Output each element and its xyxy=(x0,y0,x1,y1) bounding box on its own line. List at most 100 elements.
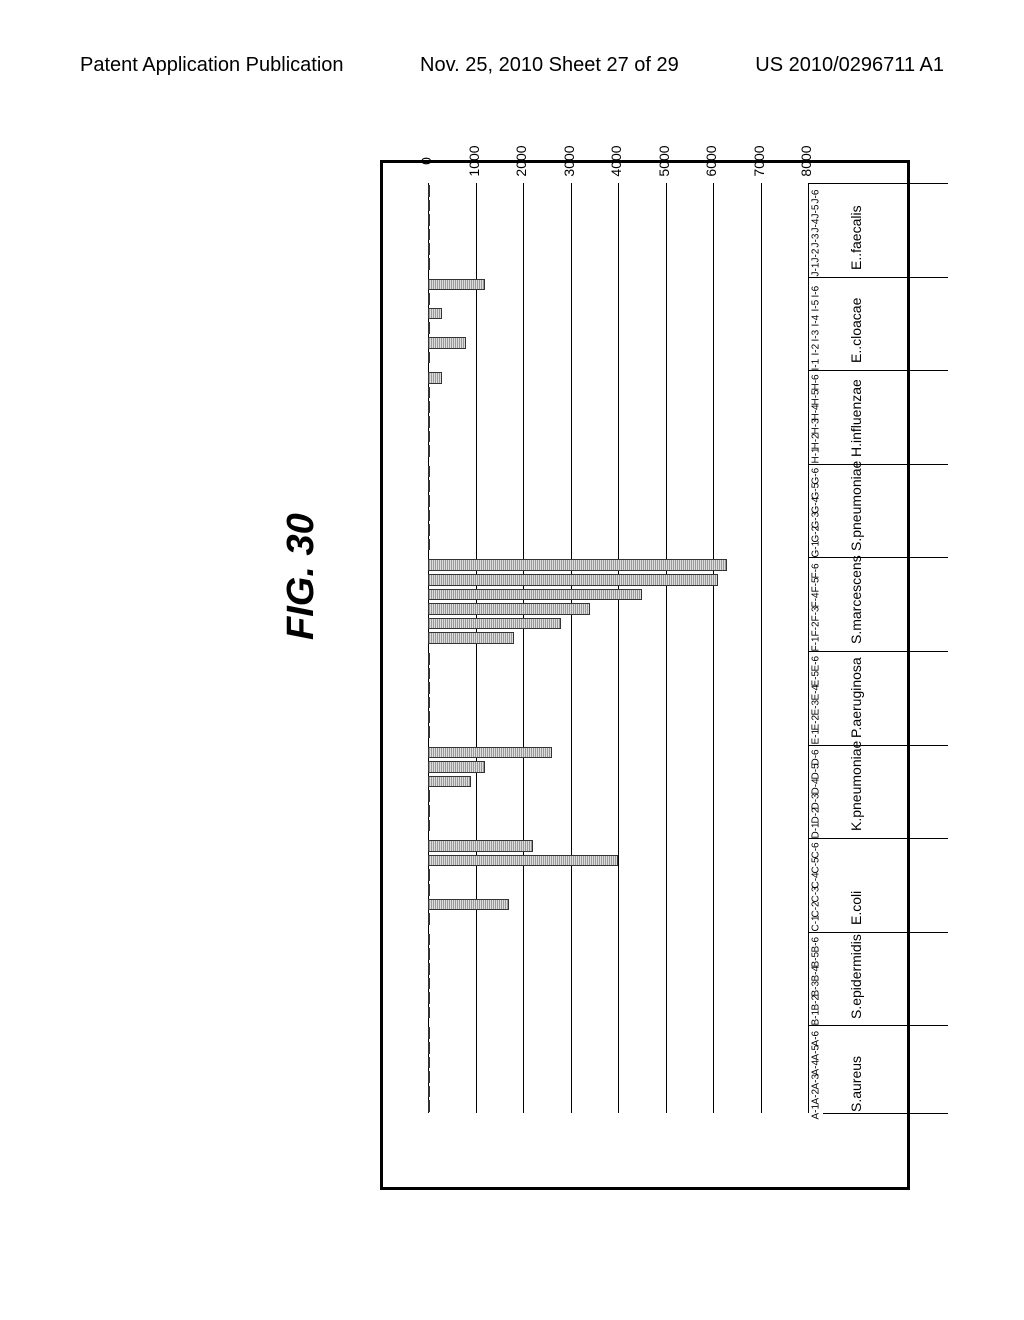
category-label: E..faecalis xyxy=(848,170,864,270)
bar xyxy=(428,618,561,630)
bar xyxy=(428,668,430,680)
bar xyxy=(428,243,430,255)
bar xyxy=(428,992,430,1004)
chart-frame: 010002000300040005000600070008000A-1A-2A… xyxy=(380,160,910,1190)
category-label: S.pneumoniae xyxy=(848,451,864,551)
gridline xyxy=(666,183,667,1113)
category-separator xyxy=(823,745,948,746)
category-label: H.influenzae xyxy=(848,357,864,457)
category-separator xyxy=(823,370,948,371)
bar xyxy=(428,761,485,773)
bar xyxy=(428,884,430,896)
bar xyxy=(428,711,430,723)
category-label: P.aeruginosa xyxy=(848,638,864,738)
category-separator xyxy=(823,277,948,278)
bar xyxy=(428,337,466,349)
bar xyxy=(428,589,642,601)
bar xyxy=(428,445,430,457)
bar xyxy=(428,322,430,334)
y-tick-label: 6000 xyxy=(703,141,719,181)
bar xyxy=(428,776,471,788)
bar xyxy=(428,559,727,571)
bar xyxy=(428,510,430,522)
y-tick-label: 3000 xyxy=(561,141,577,181)
category-separator xyxy=(823,651,948,652)
plot-area: 010002000300040005000600070008000A-1A-2A… xyxy=(428,183,808,1113)
gridline xyxy=(808,183,809,1113)
bar-label: J-6 xyxy=(811,172,822,204)
y-tick-label: 1000 xyxy=(466,141,482,181)
bar xyxy=(428,697,430,709)
page: Patent Application Publication Nov. 25, … xyxy=(0,0,1024,1320)
bar xyxy=(428,466,430,478)
bar xyxy=(428,820,430,832)
category-separator-short xyxy=(808,464,823,465)
bar xyxy=(428,1007,430,1019)
category-separator-short xyxy=(808,1025,823,1026)
bar xyxy=(428,1100,430,1112)
bar xyxy=(428,387,430,399)
category-label: E.coli xyxy=(848,825,864,925)
category-separator xyxy=(823,464,948,465)
bar xyxy=(428,200,430,212)
category-separator xyxy=(823,1113,948,1114)
bar xyxy=(428,1027,430,1039)
bar xyxy=(428,978,430,990)
bar xyxy=(428,913,430,925)
category-separator-short xyxy=(808,183,823,184)
bar xyxy=(428,790,430,802)
bar xyxy=(428,603,590,615)
bar xyxy=(428,840,533,852)
gridline xyxy=(523,183,524,1113)
bar xyxy=(428,352,430,364)
category-label: S.marcescens xyxy=(848,544,864,644)
bar xyxy=(428,1057,430,1069)
bar xyxy=(428,480,430,492)
bar xyxy=(428,401,430,413)
bar xyxy=(428,963,430,975)
bar xyxy=(428,1042,430,1054)
bar xyxy=(428,855,618,867)
bar xyxy=(428,524,430,536)
bar xyxy=(428,805,430,817)
bar xyxy=(428,185,430,197)
bar xyxy=(428,869,430,881)
category-separator xyxy=(823,1025,948,1026)
bar xyxy=(428,653,430,665)
header-right: US 2010/0296711 A1 xyxy=(755,54,944,77)
bar xyxy=(428,948,430,960)
category-label: K.pneumoniae xyxy=(848,731,864,831)
bar xyxy=(428,934,430,946)
bar xyxy=(428,899,509,911)
bar xyxy=(428,279,485,291)
bar xyxy=(428,495,430,507)
category-label: S.epidermidis xyxy=(848,919,864,1019)
y-tick-label: 4000 xyxy=(608,141,624,181)
category-separator xyxy=(823,838,948,839)
header-mid: Nov. 25, 2010 Sheet 27 of 29 xyxy=(420,54,679,77)
gridline xyxy=(571,183,572,1113)
bar xyxy=(428,431,430,443)
gridline xyxy=(476,183,477,1113)
category-label: E..cloacae xyxy=(848,263,864,363)
page-header: Patent Application Publication Nov. 25, … xyxy=(0,54,1024,77)
bar xyxy=(428,1071,430,1083)
y-tick-label: 5000 xyxy=(656,141,672,181)
category-separator xyxy=(823,557,948,558)
gridline xyxy=(713,183,714,1113)
category-separator-short xyxy=(808,932,823,933)
category-separator xyxy=(823,183,948,184)
bar xyxy=(428,682,430,694)
category-label: S.aureus xyxy=(848,1012,864,1112)
category-separator-short xyxy=(808,557,823,558)
category-separator xyxy=(823,932,948,933)
bar xyxy=(428,372,442,384)
bar xyxy=(428,747,552,759)
bar xyxy=(428,308,442,320)
bar xyxy=(428,539,430,551)
y-tick-label: 7000 xyxy=(751,141,767,181)
figure-label: FIG. 30 xyxy=(280,513,323,640)
gridline xyxy=(618,183,619,1113)
category-separator-short xyxy=(808,277,823,278)
gridline xyxy=(761,183,762,1113)
